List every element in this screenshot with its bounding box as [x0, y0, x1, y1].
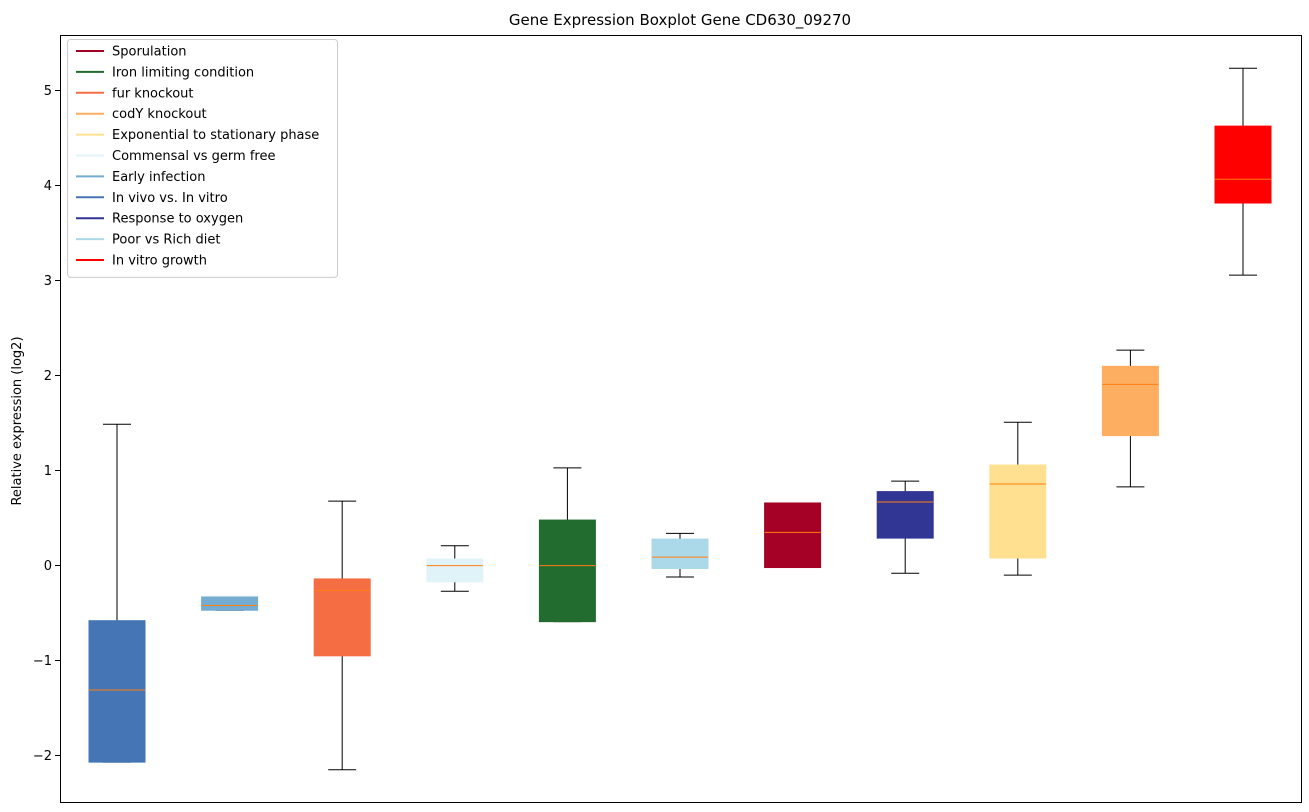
legend-entry: In vivo vs. In vitro	[76, 191, 228, 206]
box-9	[989, 421, 1047, 576]
box-11	[1214, 67, 1272, 276]
box-iqr	[88, 620, 146, 763]
box-3	[313, 500, 371, 771]
legend-label: In vitro growth	[112, 254, 207, 269]
legend-label: Exponential to stationary phase	[112, 128, 319, 143]
plot-frame	[60, 35, 1302, 803]
box-iqr	[1101, 365, 1159, 437]
box-7	[764, 502, 822, 569]
y-tick-label: 0	[44, 559, 52, 574]
legend-label: fur knockout	[112, 86, 194, 101]
y-tick-label: −1	[33, 654, 52, 669]
y-tick-label: −2	[33, 749, 52, 764]
legend-entry: Commensal vs germ free	[76, 149, 275, 164]
legend-label: In vivo vs. In vitro	[112, 191, 228, 206]
box-4	[426, 545, 484, 592]
box-1	[88, 423, 146, 763]
y-axis: −2 −1 0 1 2 3 4 5	[33, 84, 60, 764]
legend-entry: fur knockout	[76, 86, 194, 101]
legend-label: codY knockout	[112, 107, 207, 122]
legend-entry: Poor vs Rich diet	[76, 233, 220, 248]
legend-label: Commensal vs germ free	[112, 149, 275, 164]
box-6	[651, 532, 709, 578]
y-axis-label: Relative expression (log2)	[10, 336, 25, 505]
box-5	[538, 467, 596, 623]
box-iqr	[201, 596, 259, 611]
legend-label: Early infection	[112, 170, 205, 185]
y-tick-label: 4	[44, 179, 52, 194]
box-iqr	[651, 538, 709, 569]
boxes	[88, 67, 1272, 771]
box-iqr	[426, 558, 484, 583]
y-tick-label: 3	[44, 274, 52, 289]
legend-entry: Sporulation	[76, 45, 187, 60]
box-iqr	[538, 519, 596, 623]
box-iqr	[313, 578, 371, 657]
legend-entry: In vitro growth	[76, 254, 207, 269]
legend-label: Iron limiting condition	[112, 65, 254, 80]
box-8	[876, 480, 934, 574]
y-tick-label: 5	[44, 84, 52, 99]
y-tick-label: 2	[44, 369, 52, 384]
box-iqr	[989, 464, 1047, 559]
legend-entry: codY knockout	[76, 107, 207, 122]
box-iqr	[1214, 125, 1272, 204]
legend-label: Poor vs Rich diet	[112, 233, 220, 248]
legend-entry: Iron limiting condition	[76, 65, 254, 80]
legend: Sporulation Iron limiting condition fur kn…	[67, 39, 338, 278]
legend-box	[67, 39, 338, 278]
box-2	[201, 596, 259, 611]
chart-title: Gene Expression Boxplot Gene CD630_09270	[509, 11, 851, 30]
box-iqr	[764, 502, 822, 569]
legend-label: Response to oxygen	[112, 212, 243, 227]
legend-label: Sporulation	[112, 45, 187, 60]
legend-entry: Early infection	[76, 170, 205, 185]
y-tick-label: 1	[44, 464, 52, 479]
box-iqr	[876, 491, 934, 539]
legend-entry: Exponential to stationary phase	[76, 128, 319, 143]
legend-entry: Response to oxygen	[76, 212, 243, 227]
box-10	[1101, 349, 1159, 488]
